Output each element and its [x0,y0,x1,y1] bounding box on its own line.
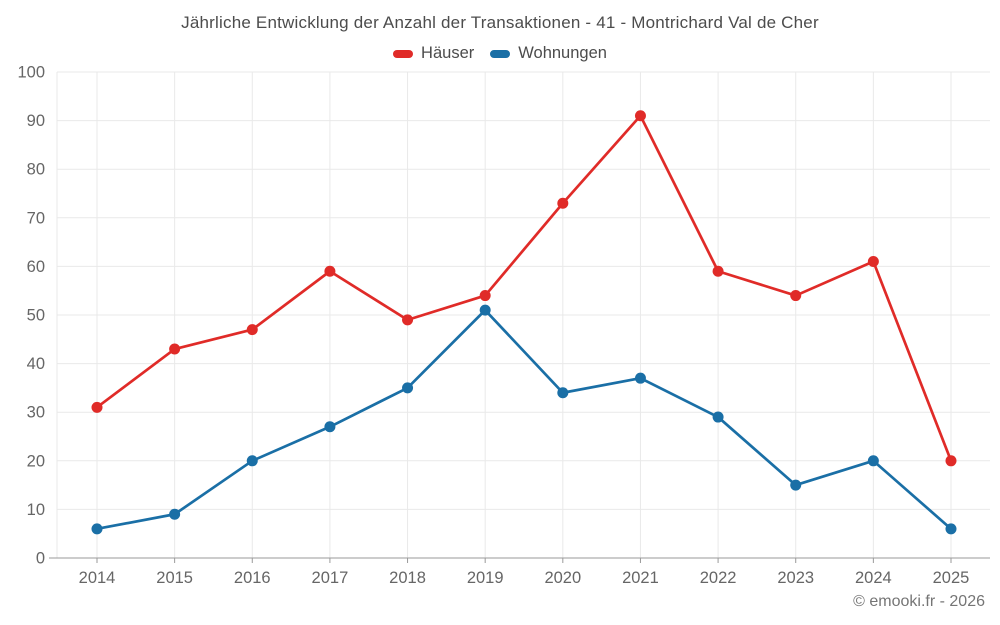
y-axis-label: 20 [27,452,45,470]
huser-point-2021[interactable] [634,110,646,122]
wohnungen-point-2015[interactable] [169,508,181,520]
y-axis-label: 10 [27,501,45,519]
huser-point-2019[interactable] [479,290,491,302]
y-axis-label: 40 [27,355,45,373]
wohnungen-point-2014[interactable] [91,523,103,535]
wohnungen-point-2021[interactable] [634,372,646,384]
legend-item-wohnungen[interactable]: Wohnungen [490,44,607,63]
y-axis-label: 90 [27,112,45,130]
y-axis-label: 0 [36,550,45,568]
x-axis-label: 2014 [79,569,116,587]
x-axis-label: 2019 [467,569,504,587]
wohnungen-point-2018[interactable] [402,382,414,394]
y-axis-label: 80 [27,161,45,179]
hauser-series-swatch-icon [393,49,414,58]
wohnungen-point-2022[interactable] [712,411,724,423]
wohnungen-point-2019[interactable] [479,304,491,316]
y-axis-label: 60 [27,258,45,276]
wohnungen-series-swatch-icon [490,49,511,58]
huser-point-2025[interactable] [945,455,957,467]
x-axis-label: 2022 [700,569,737,587]
huser-point-2015[interactable] [169,343,181,355]
x-axis-label: 2016 [234,569,271,587]
wohnungen-point-2017[interactable] [324,421,336,433]
x-axis-label: 2015 [156,569,193,587]
huser-point-2020[interactable] [557,197,569,209]
huser-point-2023[interactable] [790,290,802,302]
wohnungen-point-2020[interactable] [557,387,569,399]
wohnungen-point-2025[interactable] [945,523,957,535]
wohnungen-line [95,308,953,531]
chart-legend: Häuser Wohnungen [0,44,1000,63]
huser-point-2024[interactable] [867,256,879,268]
huser-point-2017[interactable] [324,265,336,277]
x-axis-label: 2020 [544,569,581,587]
x-axis-label: 2024 [855,569,892,587]
huser-point-2022[interactable] [712,265,724,277]
wohnungen-point-2016[interactable] [246,455,258,467]
x-axis-label: 2023 [777,569,814,587]
huser-point-2018[interactable] [402,314,414,326]
x-axis-label: 2017 [312,569,349,587]
wohnungen-point-2023[interactable] [790,479,802,491]
huser-point-2016[interactable] [246,324,258,336]
chart-title: Jährliche Entwicklung der Anzahl der Tra… [181,13,819,32]
x-axis-label: 2018 [389,569,426,587]
y-axis-label: 70 [27,209,45,227]
x-axis-label: 2021 [622,569,659,587]
y-axis-label: 50 [27,307,45,325]
huser-point-2014[interactable] [91,401,103,413]
x-axis-label: 2025 [933,569,970,587]
wohnungen-point-2024[interactable] [867,455,879,467]
legend-item-hauser[interactable]: Häuser [393,44,474,63]
legend-label-wohnungen: Wohnungen [518,44,607,62]
y-axis-label: 100 [17,64,45,82]
y-axis-label: 30 [27,404,45,422]
copyright-text: © emooki.fr - 2026 [853,593,985,610]
huser-line [95,114,953,463]
legend-label-hauser: Häuser [421,44,475,62]
